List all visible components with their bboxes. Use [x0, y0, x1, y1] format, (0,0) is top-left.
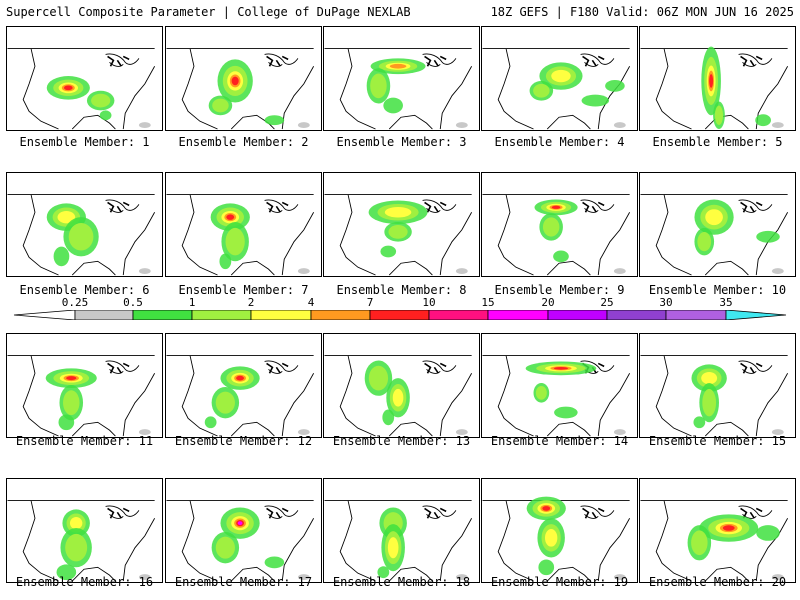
map-panel-member-19 [481, 478, 638, 583]
legend-tick-label: 0.5 [123, 296, 143, 309]
map-panel-member-4 [481, 26, 638, 131]
legend-tick-label: 20 [541, 296, 555, 309]
panel-label: Ensemble Member: 3 [336, 135, 467, 149]
legend-tick-label: 30 [659, 296, 673, 309]
color-scale-legend: 0.25 0.5 1 2 4 7 10 15 20 25 30 35 [0, 296, 800, 324]
legend-tick-label: 35 [719, 296, 733, 309]
panel-label: Ensemble Member: 5 [652, 135, 783, 149]
panel-label: Ensemble Member: 13 [332, 434, 471, 448]
map-panel-member-2 [165, 26, 322, 131]
panel-label: Ensemble Member: 4 [494, 135, 625, 149]
map-panel-member-11 [6, 333, 163, 438]
panel-label: Ensemble Member: 16 [15, 575, 154, 589]
legend-tick-label: 0.25 [61, 296, 89, 309]
color-bar [13, 310, 787, 320]
panel-label: Ensemble Member: 19 [490, 575, 629, 589]
map-panel-member-8 [323, 172, 480, 277]
panel-label: Ensemble Member: 17 [174, 575, 313, 589]
panel-label: Ensemble Member: 6 [19, 283, 150, 297]
map-panel-member-13 [323, 333, 480, 438]
map-panel-member-12 [165, 333, 322, 438]
panel-label: Ensemble Member: 10 [648, 283, 787, 297]
legend-tick-label: 15 [481, 296, 495, 309]
legend-tick-label: 4 [307, 296, 315, 309]
map-panel-member-16 [6, 478, 163, 583]
map-panel-member-18 [323, 478, 480, 583]
map-panel-member-15 [639, 333, 796, 438]
map-panel-member-5 [639, 26, 796, 131]
map-panel-member-1 [6, 26, 163, 131]
panel-label: Ensemble Member: 2 [178, 135, 309, 149]
map-panel-member-6 [6, 172, 163, 277]
run-info: 18Z GEFS | F180 Valid: 06Z MON JUN 16 20… [490, 5, 794, 19]
panel-label: Ensemble Member: 11 [15, 434, 154, 448]
map-title: Supercell Composite Parameter | College … [6, 5, 411, 19]
map-panel-member-14 [481, 333, 638, 438]
map-panel-member-9 [481, 172, 638, 277]
panel-label: Ensemble Member: 14 [490, 434, 629, 448]
map-panel-member-20 [639, 478, 796, 583]
panel-label: Ensemble Member: 1 [19, 135, 150, 149]
panel-label: Ensemble Member: 15 [648, 434, 787, 448]
map-panel-member-3 [323, 26, 480, 131]
legend-tick-label: 2 [247, 296, 255, 309]
map-panel-member-7 [165, 172, 322, 277]
panel-label: Ensemble Member: 9 [494, 283, 625, 297]
legend-tick-label: 7 [366, 296, 374, 309]
panel-label: Ensemble Member: 20 [648, 575, 787, 589]
panel-label: Ensemble Member: 18 [332, 575, 471, 589]
panel-label: Ensemble Member: 8 [336, 283, 467, 297]
legend-tick-label: 1 [188, 296, 196, 309]
panel-label: Ensemble Member: 12 [174, 434, 313, 448]
map-panel-member-10 [639, 172, 796, 277]
panel-label: Ensemble Member: 7 [178, 283, 309, 297]
legend-tick-label: 25 [600, 296, 614, 309]
map-panel-member-17 [165, 478, 322, 583]
legend-tick-label: 10 [422, 296, 436, 309]
